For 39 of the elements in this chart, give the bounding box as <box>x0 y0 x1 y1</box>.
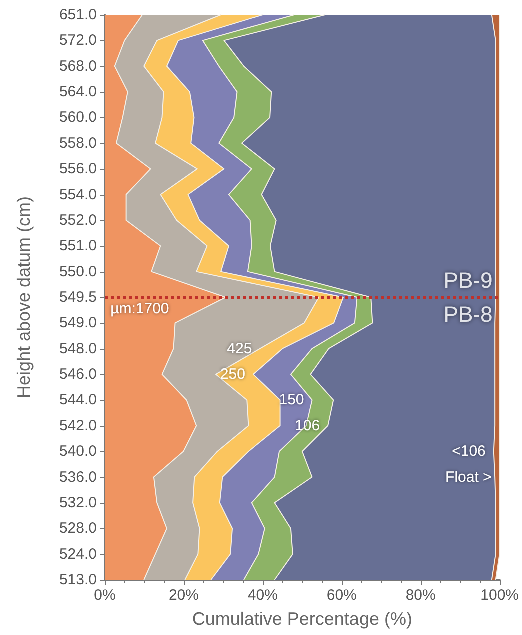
series-label: <106 <box>452 443 486 460</box>
series-label: 250 <box>220 366 246 384</box>
y-tick-label: 549.0 <box>59 314 97 332</box>
x-tick-label: 20% <box>168 587 199 604</box>
y-tick-label: 568.0 <box>59 58 97 75</box>
x-tick-label: 40% <box>248 587 278 604</box>
series-label: µm:1700 <box>110 300 170 318</box>
y-tick-label: 554.0 <box>59 186 97 204</box>
x-axis-title: Cumulative Percentage (%) <box>192 609 412 629</box>
y-axis-title: Height above datum (cm) <box>14 196 34 399</box>
y-tick-label: 552.0 <box>59 212 97 229</box>
y-tick-label: 546.0 <box>59 366 97 384</box>
y-tick-label: 544.0 <box>59 392 97 409</box>
y-tick-label: 651.0 <box>59 6 97 24</box>
y-tick-label: 572.0 <box>59 32 97 50</box>
y-tick-label: 560.0 <box>59 109 97 126</box>
annotation: PB-8 <box>444 302 493 327</box>
y-tick-label: 556.0 <box>59 160 97 178</box>
series-label: 150 <box>279 392 304 409</box>
annotation: PB-9 <box>444 268 493 293</box>
y-tick-label: 540.0 <box>59 443 97 460</box>
y-tick-label: 542.0 <box>59 417 97 434</box>
series-label: 425 <box>227 340 252 358</box>
x-tick-label: 100% <box>480 587 520 604</box>
y-tick-label: 528.0 <box>59 520 97 538</box>
y-tick-label: 524.0 <box>59 546 97 563</box>
x-tick-label: 60% <box>326 587 357 604</box>
y-tick-label: 564.0 <box>59 84 97 101</box>
x-tick-label: 0% <box>94 587 116 604</box>
y-tick-label: 548.0 <box>59 340 97 358</box>
y-tick-label: 558.0 <box>59 134 97 152</box>
x-tick-label: 80% <box>406 587 436 604</box>
y-tick-label: 549.5 <box>59 289 97 306</box>
y-tick-label: 536.0 <box>59 468 97 486</box>
y-tick-label: 550.0 <box>59 263 97 280</box>
y-tick-label: 513.0 <box>59 572 97 588</box>
series-label: Float > <box>446 468 492 486</box>
y-tick-label: 551.0 <box>59 238 97 255</box>
y-tick-label: 532.0 <box>59 494 97 512</box>
